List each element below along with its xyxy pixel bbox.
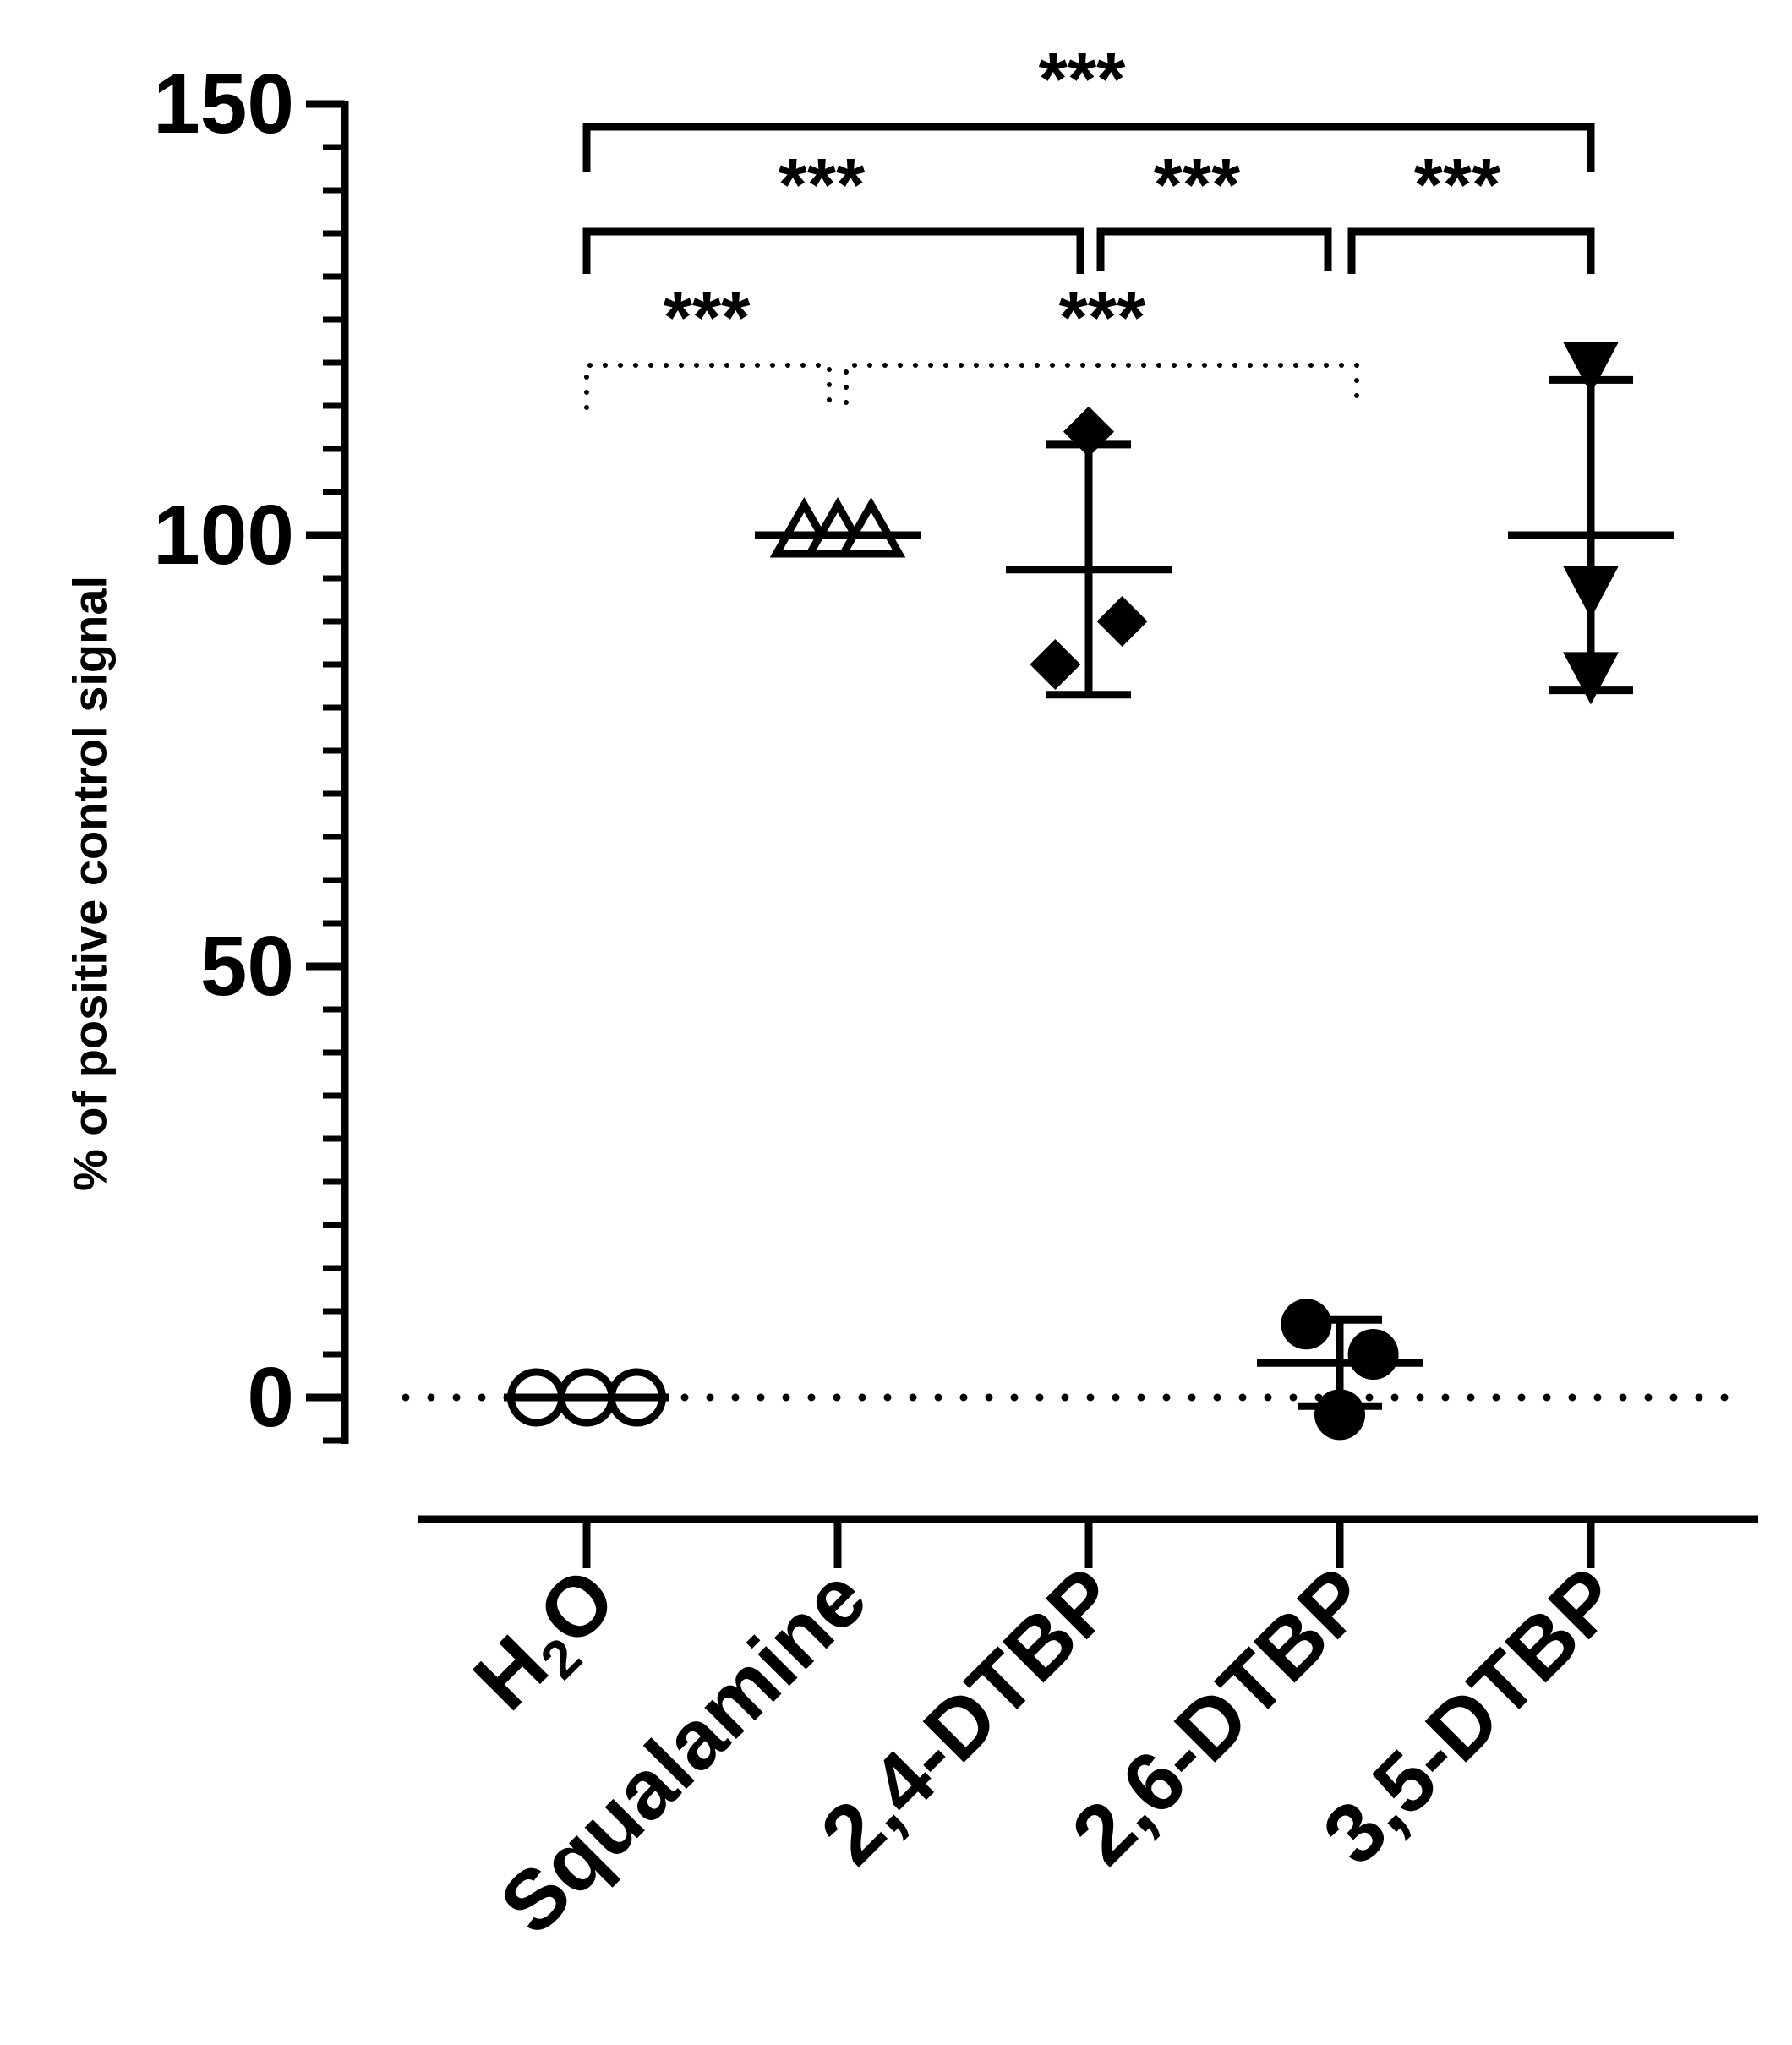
y-tick-label: 50	[200, 919, 294, 1014]
significance-label: ***	[779, 143, 866, 227]
y-tick-label: 150	[153, 57, 294, 151]
group-5	[1508, 342, 1674, 705]
group-2	[755, 496, 921, 558]
significance-bracket	[844, 363, 1359, 405]
significance-label: ***	[664, 276, 751, 359]
y-axis-label: % of positive control signal	[63, 576, 117, 1191]
significance-label: ***	[1059, 276, 1146, 359]
y-tick-label: 100	[153, 488, 294, 582]
data-point	[1030, 639, 1081, 690]
significance-bracket	[584, 363, 832, 410]
data-point	[1314, 1389, 1365, 1441]
significance-bracket	[582, 227, 1084, 274]
significance-label: ***	[1154, 143, 1241, 227]
significance-bracket	[1347, 227, 1595, 274]
data-point	[1096, 596, 1148, 647]
y-tick-label: 0	[247, 1350, 294, 1445]
data-point	[1563, 342, 1619, 395]
group-1	[504, 1368, 669, 1427]
x-tick-label: H2O	[456, 1550, 640, 1734]
y-axis: 0 50 100 150	[153, 57, 349, 1445]
group-3	[1006, 406, 1172, 699]
significance-bracket	[1096, 227, 1332, 271]
data-point	[1347, 1329, 1399, 1380]
data-point	[1281, 1299, 1332, 1350]
group-4	[1257, 1299, 1423, 1441]
data-point	[836, 496, 906, 558]
significance-label: ***	[1039, 37, 1126, 121]
significance-bracket	[582, 123, 1595, 172]
significance-brackets: ****** *** ****** ***	[582, 37, 1595, 410]
data-groups	[504, 342, 1674, 1441]
significance-label: ***	[1414, 143, 1501, 227]
